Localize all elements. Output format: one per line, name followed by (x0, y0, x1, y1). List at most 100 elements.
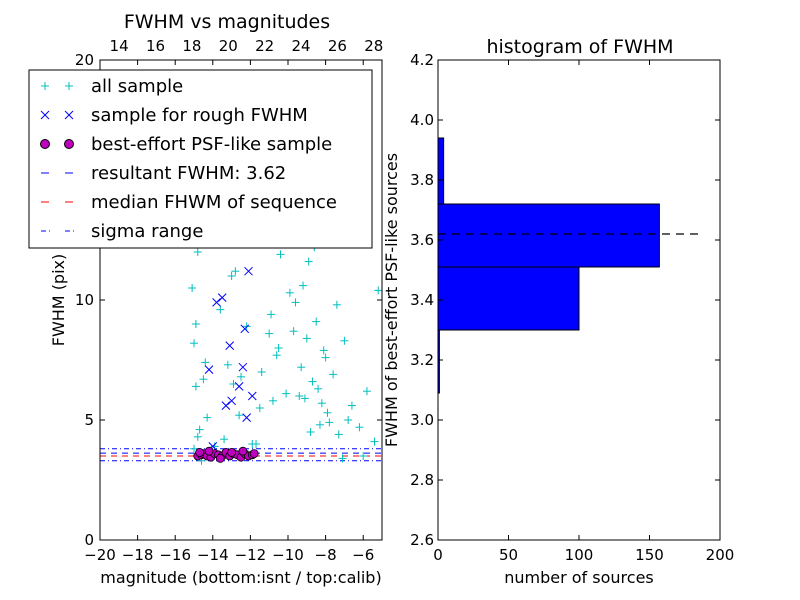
scatter-point-plus (340, 336, 349, 345)
scatter-point-plus (257, 368, 266, 376)
legend: all sample sample for rough FWHM best-ef… (28, 69, 373, 249)
histogram-x-axis-label: number of sources (504, 568, 654, 587)
scatter-x-tick-label: −12 (235, 546, 267, 564)
scatter-point-x (221, 401, 231, 410)
scatter-point-plus (317, 399, 326, 408)
scatter-point-x (225, 341, 235, 350)
scatter-point-circle (238, 446, 248, 456)
histogram-y-tick-label: 3.6 (410, 231, 434, 249)
legend-label-resultant-fwhm: resultant FWHM: 3.62 (91, 163, 286, 184)
histogram-x-tick-label: 50 (499, 546, 518, 564)
scatter-hlines (100, 448, 382, 462)
scatter-y-axis-label: FWHM (pix) (49, 254, 68, 347)
scatter-point-plus (190, 339, 198, 348)
scatter-point-plus (237, 372, 245, 381)
scatter-point-plus (347, 401, 356, 410)
scatter-point-plus (370, 437, 379, 446)
scatter-point-x (217, 293, 227, 302)
scatter-point-x (244, 266, 253, 276)
scatter-point-plus (235, 411, 244, 420)
scatter-point-plus (295, 392, 304, 400)
histogram-x-tick-label: 150 (635, 546, 664, 564)
scatter-point-plus (300, 394, 309, 403)
scatter-top-tick-label: 26 (328, 37, 347, 55)
scatter-point-plus (248, 440, 257, 448)
histogram-y-tick-label: 3.0 (410, 411, 434, 429)
scatter-point-x (212, 298, 221, 307)
scatter-point-plus (193, 248, 202, 256)
scatter-x-tick-label: −16 (159, 546, 191, 564)
scatter-point-plus (210, 442, 219, 451)
scatter-point-plus (332, 300, 341, 309)
histogram-y-tick-label: 4.2 (410, 51, 434, 69)
legend-entry-all-sample: all sample (41, 76, 183, 97)
scatter-top-tick-label: 18 (182, 37, 201, 55)
scatter-point-plus (325, 418, 334, 427)
scatter-y-tick-label: 5 (84, 411, 94, 429)
legend-label-rough-sample: sample for rough FWHM (91, 105, 308, 126)
scatter-point-plus (191, 320, 200, 328)
scatter-y-tick-label: 10 (75, 291, 94, 309)
scatter-point-circle (204, 446, 214, 456)
scatter-point-x (247, 391, 257, 401)
scatter-point-plus (362, 387, 371, 396)
histogram-y-ticks: 2.6 2.8 3.0 3.2 3.4 3.6 3.8 4.0 4.2 (410, 51, 720, 549)
histogram-y-tick-label: 3.2 (410, 351, 434, 369)
histogram-panel: histogram of FWHM 0 50 100 150 200 2.6 2.8 3.0… (382, 36, 734, 587)
histogram-y-tick-label: 3.4 (410, 291, 434, 309)
scatter-point-plus (285, 288, 294, 297)
scatter-point-x (240, 324, 250, 334)
legend-entry-resultant-fwhm: resultant FWHM: 3.62 (41, 163, 286, 184)
histogram-bar-2 (437, 203, 660, 268)
scatter-point-plus (304, 257, 313, 266)
legend-label-sigma-range: sigma range (91, 221, 203, 242)
scatter-point-plus (199, 375, 208, 384)
scatter-top-tick-label: 20 (219, 37, 238, 55)
histogram-x-tick-label: 200 (706, 546, 735, 564)
scatter-point-plus (312, 317, 321, 326)
histogram-y-tick-label: 2.8 (410, 471, 434, 489)
legend-label-all-sample: all sample (91, 76, 183, 97)
scatter-title: FWHM vs magnitudes (124, 11, 330, 33)
histogram-y-tick-label: 4.0 (410, 111, 434, 129)
scatter-point-plus (323, 408, 332, 417)
legend-entry-psf-sample: best-effort PSF-like sample (40, 134, 332, 155)
scatter-point-plus (191, 382, 200, 391)
scatter-point-plus (268, 396, 277, 405)
scatter-point-plus (329, 370, 338, 379)
scatter-point-plus (201, 358, 210, 367)
scatter-point-plus (282, 389, 291, 398)
scatter-x-tick-label: −18 (122, 546, 154, 564)
scatter-point-plus (220, 435, 229, 444)
scatter-x-ticks: −20 −18 −16 −14 −12 −10 −8 −6 (84, 60, 374, 564)
histogram-bars (437, 137, 660, 394)
scatter-point-circle (215, 453, 225, 463)
scatter-top-ticks: 14 16 18 20 22 24 26 28 (110, 37, 384, 55)
scatter-point-plus (321, 353, 330, 362)
histogram-title: histogram of FWHM (486, 36, 673, 58)
scatter-point-plus (267, 310, 276, 319)
scatter-point-plus (302, 334, 311, 343)
scatter-point-plus (274, 344, 283, 352)
legend-marker-plus (41, 82, 73, 90)
scatter-point-plus (193, 432, 202, 441)
scatter-point-plus (255, 404, 264, 412)
scatter-point-plus (315, 420, 324, 429)
scatter-top-tick-label: 14 (110, 37, 129, 55)
scatter-x-tick-label: −6 (352, 546, 374, 564)
scatter-point-plus (314, 384, 323, 393)
scatter-x-tick-label: −20 (84, 546, 116, 564)
scatter-point-plus (291, 298, 300, 307)
histogram-y-tick-label: 2.6 (410, 531, 434, 549)
scatter-point-plus (319, 346, 328, 355)
scatter-point-x (227, 396, 236, 406)
scatter-top-tick-label: 22 (255, 37, 274, 55)
scatter-point-plus (344, 416, 353, 424)
scatter-point-plus (355, 423, 364, 432)
scatter-point-plus (299, 281, 308, 290)
scatter-point-x (238, 362, 248, 372)
scatter-point-plus (306, 428, 315, 436)
scatter-point-plus (359, 452, 368, 460)
scatter-point-plus (231, 267, 240, 276)
